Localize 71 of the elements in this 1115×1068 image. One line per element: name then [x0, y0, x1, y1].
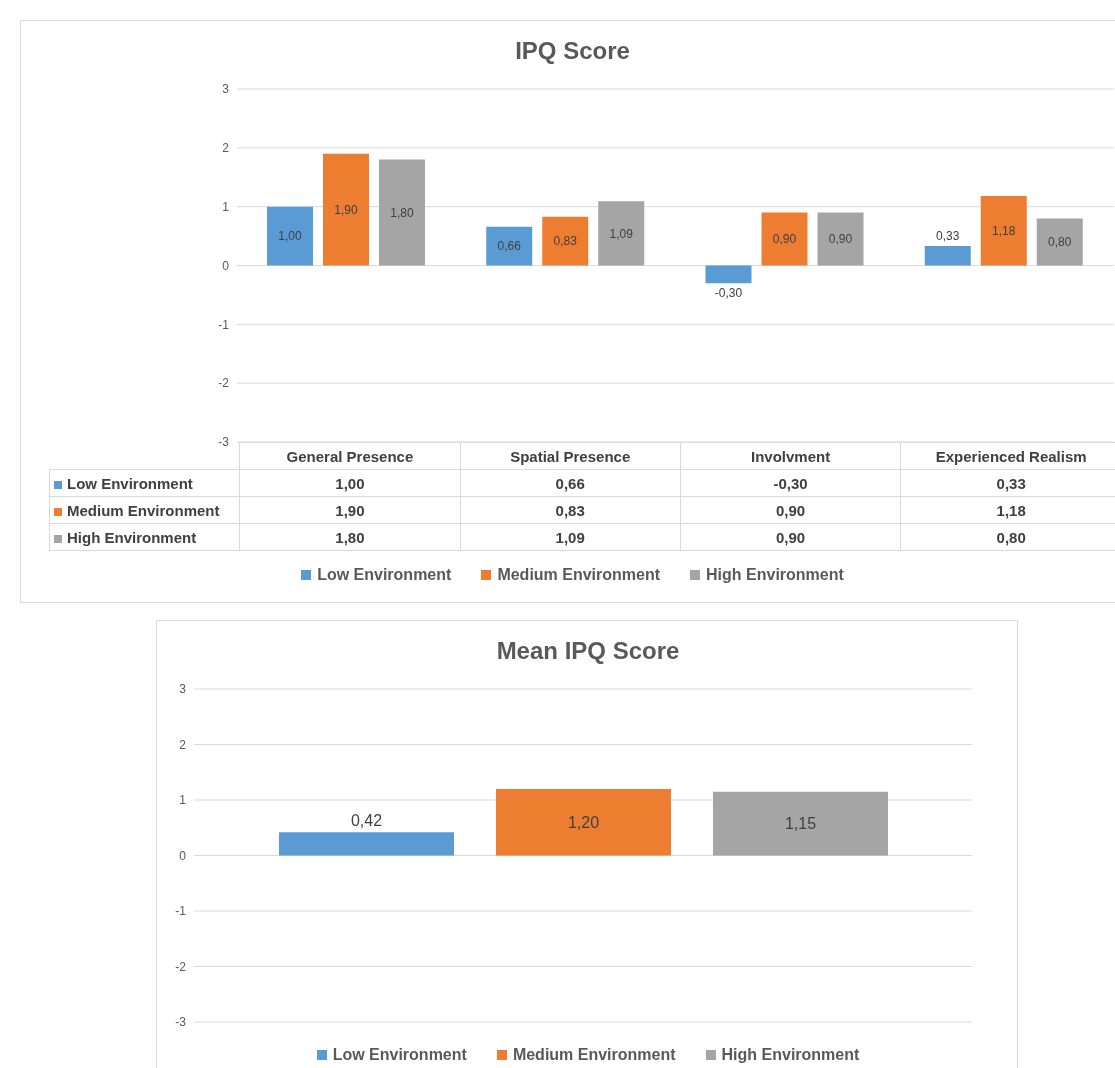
data-label: 0,42: [350, 812, 383, 830]
x-tick-label: General Presence: [239, 442, 461, 470]
data-label: 1,00: [239, 469, 461, 497]
data-label: -0,30: [680, 469, 901, 497]
y-tick-label: -3: [218, 435, 230, 450]
text: 1,80: [390, 205, 414, 220]
data-label: 0,90: [680, 496, 901, 524]
y-tick-label: -3: [175, 1015, 187, 1030]
data-label: 0,83: [460, 496, 681, 524]
bar: [817, 212, 864, 266]
y-tick-label: 1: [179, 793, 187, 808]
data-label: 1,80: [239, 523, 461, 551]
bar: [379, 159, 425, 266]
bar: [924, 246, 971, 266]
legend-label: Medium Environment: [512, 1046, 676, 1064]
y-tick-label: 2: [179, 737, 187, 752]
text: 0,80: [1048, 235, 1072, 250]
legend-label: High Environment: [721, 1046, 860, 1064]
text: 1,18: [992, 223, 1016, 238]
x-tick-label: Spatial Presence: [460, 442, 681, 470]
y-tick-label: 1: [222, 199, 230, 214]
text: 1,00: [278, 229, 302, 244]
legend-label: Low Environment: [332, 1046, 467, 1064]
text: 0,66: [497, 239, 521, 254]
text: 1,09: [609, 226, 633, 241]
bar: [761, 212, 808, 266]
chart-title: Mean IPQ Score: [495, 637, 681, 665]
data-label: 1,90: [239, 496, 461, 524]
y-tick-label: -2: [218, 376, 230, 391]
y-tick-label: 0: [179, 848, 187, 863]
text: High Environment: [67, 528, 197, 546]
data-label: 0,33: [900, 469, 1115, 497]
text: 0,90: [772, 232, 797, 247]
bar: [705, 265, 752, 284]
data-label: 1,20: [567, 813, 600, 831]
legend-label: High Environment: [706, 566, 844, 584]
y-tick-label: 3: [179, 682, 187, 697]
legend-label: Medium Environment: [49, 496, 240, 524]
bar: [267, 206, 313, 266]
text: Low Environment: [317, 566, 452, 583]
text: Medium Environment: [497, 566, 661, 583]
bar: [486, 226, 533, 266]
text: 1,90: [334, 202, 358, 217]
data-label: 0,90: [680, 523, 901, 551]
bar: [496, 788, 671, 856]
bar: [279, 832, 454, 856]
text: 0,90: [828, 232, 853, 247]
data-label: 1,18: [900, 496, 1115, 524]
bar: [323, 153, 369, 266]
y-tick-label: -1: [218, 317, 230, 332]
data-label: 0,66: [460, 469, 681, 497]
bar: [980, 196, 1027, 266]
text: -0,30: [714, 286, 743, 301]
x-tick-label: Experienced Realism: [900, 442, 1115, 470]
data-label: 1,15: [784, 815, 817, 833]
y-tick-label: 3: [222, 82, 230, 97]
text: 0,33: [936, 229, 960, 244]
x-tick-label: Involvment: [680, 442, 901, 470]
data-label: 0,80: [900, 523, 1115, 551]
y-tick-label: 0: [222, 258, 230, 273]
y-tick-label: 2: [222, 141, 230, 156]
y-tick-label: -2: [175, 959, 187, 974]
data-label: 1,09: [460, 523, 681, 551]
text: 0,83: [553, 234, 577, 249]
bar: [542, 216, 589, 266]
bar: [1036, 218, 1083, 266]
y-tick-label: -1: [175, 904, 187, 919]
bar: [598, 201, 645, 266]
legend-label: Low Environment: [49, 469, 240, 497]
bar: [713, 791, 888, 856]
chart-title: IPQ Score: [514, 37, 631, 65]
